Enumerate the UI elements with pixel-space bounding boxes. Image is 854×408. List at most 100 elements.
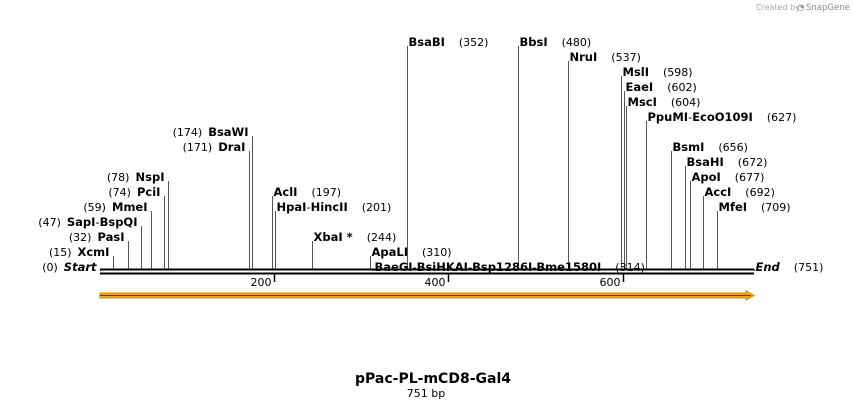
end-marker-label: End bbox=[756, 260, 781, 274]
scale-tick-label: 600 bbox=[600, 276, 621, 289]
site-label-group[interactable]: BaeGI - BsiHKAI - Bsp1286I - Bme1580I (31… bbox=[375, 260, 645, 274]
site-position: (598) bbox=[663, 66, 693, 79]
site-labels: Start (0) XcmI (15) PasI (32) SapI - BspQI (47)… bbox=[38, 35, 823, 274]
sequence-backbone bbox=[100, 268, 754, 275]
site-position: (602) bbox=[667, 81, 697, 94]
site-label-group[interactable]: BsmI (656) bbox=[673, 140, 748, 154]
enzyme-name: DraI bbox=[218, 140, 245, 154]
site-label-group[interactable]: MmeI (59) bbox=[83, 200, 147, 214]
site-position: (171) bbox=[183, 141, 213, 154]
enzyme-name: ApoI bbox=[692, 170, 721, 184]
site-label-group[interactable]: BbsI (480) bbox=[520, 35, 592, 49]
enzyme-name: BbsI bbox=[520, 35, 548, 49]
scale-ticks: 200 400 600 bbox=[251, 274, 625, 289]
site-position: (201) bbox=[362, 201, 392, 214]
enzyme-separator: - bbox=[95, 215, 99, 229]
site-label-group[interactable]: MscI (604) bbox=[628, 95, 701, 109]
enzyme-name: XcmI bbox=[78, 245, 110, 259]
enzyme-name: Bme1580I bbox=[536, 260, 601, 274]
site-position: (59) bbox=[83, 201, 106, 214]
enzyme-separator: - bbox=[468, 260, 472, 274]
site-position: (352) bbox=[459, 36, 489, 49]
site-position: (74) bbox=[108, 186, 131, 199]
site-label-group[interactable]: BsaWI (174) bbox=[173, 125, 249, 139]
enzyme-name: PciI bbox=[137, 185, 160, 199]
plasmid-name: pPac-PL-mCD8-Gal4 bbox=[355, 371, 511, 387]
site-label-group[interactable]: AccI (692) bbox=[705, 185, 775, 199]
enzyme-name: BsiHKAI bbox=[417, 260, 468, 274]
enzyme-name: HpaI bbox=[277, 200, 307, 214]
enzyme-name: BsmI bbox=[673, 140, 705, 154]
enzyme-name: MslI bbox=[623, 65, 650, 79]
site-label-group[interactable]: ApaLI (310) bbox=[372, 245, 452, 259]
site-position: (604) bbox=[671, 96, 701, 109]
scale-tick-label: 400 bbox=[425, 276, 446, 289]
site-label-group[interactable]: DraI (171) bbox=[183, 140, 246, 154]
enzyme-name: AccI bbox=[705, 185, 732, 199]
enzyme-name: BspQI bbox=[100, 215, 138, 229]
site-label-group[interactable]: EaeI (602) bbox=[626, 80, 697, 94]
enzyme-name: MfeI bbox=[719, 200, 748, 214]
enzyme-name: ApaLI bbox=[372, 245, 409, 259]
enzyme-separator: - bbox=[413, 260, 417, 274]
enzyme-name: BsaBI bbox=[409, 35, 445, 49]
snapgene-logo-icon: ◔ bbox=[797, 3, 804, 13]
scale-tick-label: 200 bbox=[251, 276, 272, 289]
enzyme-name: AclI bbox=[274, 185, 298, 199]
site-position: (32) bbox=[69, 231, 92, 244]
enzyme-separator: - bbox=[688, 110, 692, 124]
site-position: (197) bbox=[312, 186, 342, 199]
site-label-group[interactable]: XbaI * (244) bbox=[314, 230, 397, 244]
enzyme-separator: - bbox=[306, 200, 310, 214]
site-position: (627) bbox=[767, 111, 797, 124]
site-position: (656) bbox=[718, 141, 748, 154]
site-label-group[interactable]: XcmI (15) bbox=[49, 245, 109, 259]
site-label-group[interactable]: HpaI - HincII (201) bbox=[277, 200, 392, 214]
enzyme-name: MmeI bbox=[112, 200, 148, 214]
site-position: (244) bbox=[367, 231, 397, 244]
feature-track bbox=[99, 290, 756, 301]
watermark: Created by ◔ SnapGene bbox=[756, 3, 850, 13]
site-position: (709) bbox=[761, 201, 791, 214]
plasmid-length: 751 bp bbox=[407, 387, 445, 400]
site-label-group[interactable]: BsaBI (352) bbox=[409, 35, 489, 49]
enzyme-name: PpuMI bbox=[648, 110, 689, 124]
site-label-group[interactable]: End (751) bbox=[756, 260, 824, 274]
site-position: (47) bbox=[38, 216, 61, 229]
site-label-group[interactable]: MslI (598) bbox=[623, 65, 693, 79]
enzyme-separator: - bbox=[532, 260, 536, 274]
enzyme-name: NspI bbox=[136, 170, 165, 184]
enzyme-name: PasI bbox=[98, 230, 125, 244]
enzyme-name: XbaI * bbox=[314, 230, 353, 244]
site-label-group[interactable]: ApoI (677) bbox=[692, 170, 765, 184]
watermark-prefix: Created by bbox=[756, 3, 800, 12]
enzyme-name: BsaHI bbox=[687, 155, 724, 169]
site-position: (677) bbox=[735, 171, 765, 184]
end-marker-label: Start bbox=[64, 260, 97, 274]
enzyme-name: EcoO109I bbox=[692, 110, 753, 124]
enzyme-name: Bsp1286I bbox=[472, 260, 532, 274]
watermark-brand: SnapGene bbox=[806, 3, 850, 13]
site-position: (310) bbox=[422, 246, 452, 259]
site-position: (672) bbox=[738, 156, 768, 169]
site-position: (174) bbox=[173, 126, 203, 139]
site-label-group[interactable]: PasI (32) bbox=[69, 230, 125, 244]
site-position: (15) bbox=[49, 246, 72, 259]
site-label-group[interactable]: AclI (197) bbox=[274, 185, 342, 199]
site-label-group[interactable]: SapI - BspQI (47) bbox=[38, 215, 137, 229]
site-label-group[interactable]: PciI (74) bbox=[108, 185, 160, 199]
site-label-group[interactable]: MfeI (709) bbox=[719, 200, 791, 214]
site-label-group[interactable]: PpuMI - EcoO109I (627) bbox=[648, 110, 797, 124]
enzyme-name: BaeGI bbox=[375, 260, 413, 274]
enzyme-name: MscI bbox=[628, 95, 657, 109]
site-label-group[interactable]: Start (0) bbox=[42, 260, 97, 274]
site-label-group[interactable]: BsaHI (672) bbox=[687, 155, 768, 169]
site-position: (480) bbox=[562, 36, 592, 49]
site-position: (314) bbox=[615, 261, 645, 274]
site-position: (0) bbox=[42, 261, 58, 274]
enzyme-name: SapI bbox=[67, 215, 96, 229]
enzyme-name: NruI bbox=[570, 50, 598, 64]
site-label-group[interactable]: NspI (78) bbox=[107, 170, 165, 184]
site-label-group[interactable]: NruI (537) bbox=[570, 50, 641, 64]
